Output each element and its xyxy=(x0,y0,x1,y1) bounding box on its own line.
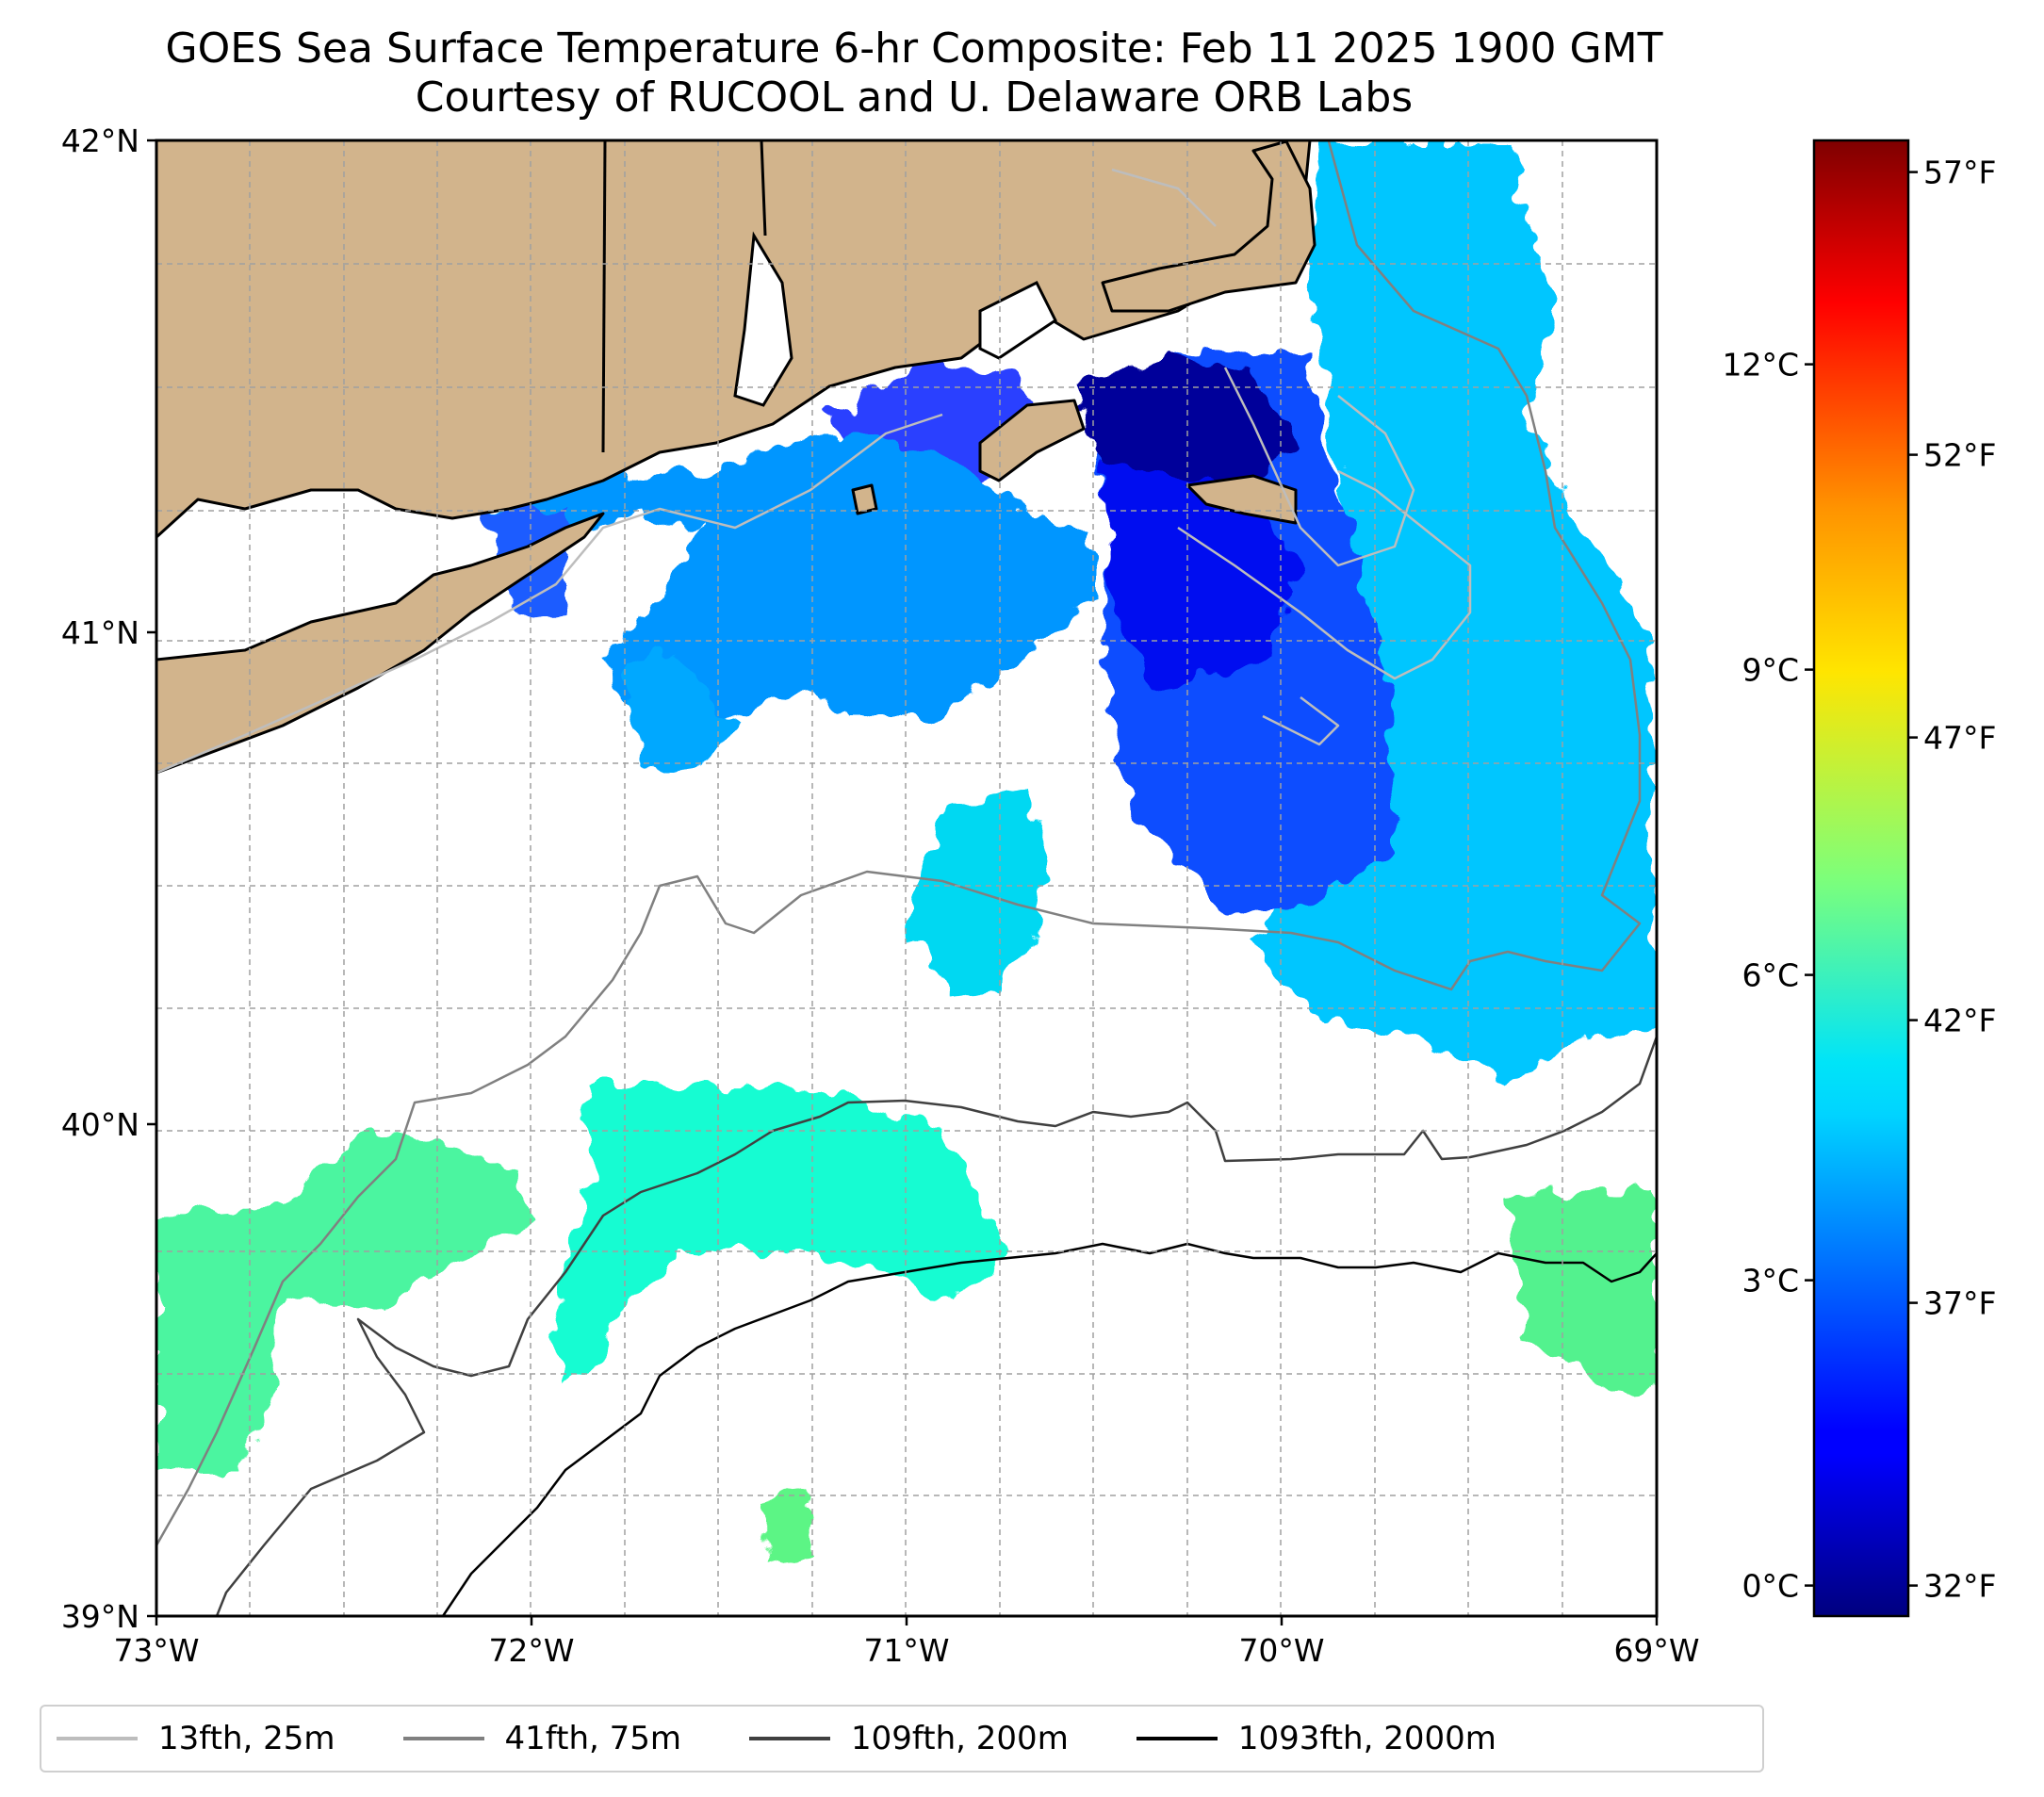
land-layer xyxy=(156,140,1316,775)
legend: 13fth, 25m 41fth, 75m 109fth, 200m 1093f… xyxy=(40,1705,1764,1772)
colorbar-gradient xyxy=(1812,139,1910,1618)
legend-label-2000m: 1093fth, 2000m xyxy=(1237,1720,1496,1757)
sst-patch-block-island-south xyxy=(622,650,735,773)
colorbar-celsius-tick-label: 0°C xyxy=(1741,1568,1799,1605)
sst-patch-blue-band xyxy=(1103,462,1300,688)
sst-patch-green-east xyxy=(1508,1187,1657,1395)
legend-label-75m: 41fth, 75m xyxy=(504,1720,682,1757)
legend-line-75m xyxy=(402,1737,484,1740)
border-ri-ma xyxy=(760,140,767,237)
title-line-1: GOES Sea Surface Temperature 6-hr Compos… xyxy=(165,25,1663,73)
lat-tick-label: 42°N xyxy=(61,123,139,159)
lat-tick-label: 40°N xyxy=(61,1106,139,1143)
lon-tick-label: 71°W xyxy=(863,1632,949,1669)
lon-tick-label: 70°W xyxy=(1238,1632,1324,1669)
block-island xyxy=(851,483,878,515)
colorbar-celsius-tick-label: 9°C xyxy=(1741,652,1799,689)
bays-layer xyxy=(733,231,1057,407)
colorbar-fahrenheit-tick-label: 42°F xyxy=(1923,1003,1996,1039)
legend-item-200m: 109fth, 200m xyxy=(749,1720,1069,1757)
colorbar-fahrenheit-tick-label: 37°F xyxy=(1923,1285,1996,1322)
gridlines xyxy=(156,140,1657,1616)
legend-line-2000m xyxy=(1136,1737,1218,1740)
colorbar-fahrenheit-tick-label: 57°F xyxy=(1923,155,1996,191)
sst-patch-green-south xyxy=(763,1494,812,1564)
long-island xyxy=(156,512,605,775)
colorbar-fahrenheit-tick-label: 52°F xyxy=(1923,437,1996,474)
state-borders xyxy=(156,140,767,528)
legend-item-2000m: 1093fth, 2000m xyxy=(1136,1720,1496,1757)
cape-cod xyxy=(1101,140,1316,313)
colorbar-fahrenheit-tick-label: 32°F xyxy=(1923,1568,1996,1605)
colorbar-fahrenheit-tick-label: 47°F xyxy=(1923,720,1996,757)
narragansett-bay xyxy=(733,231,793,407)
legend-line-200m xyxy=(749,1737,831,1740)
legend-item-25m: 13fth, 25m xyxy=(57,1720,335,1757)
legend-label-200m: 109fth, 200m xyxy=(851,1720,1069,1757)
lon-tick-label: 73°W xyxy=(113,1632,199,1669)
lon-tick-label: 69°W xyxy=(1613,1632,1699,1669)
title-line-2: Courtesy of RUCOOL and U. Delaware ORB L… xyxy=(415,74,1414,122)
legend-item-75m: 41fth, 75m xyxy=(402,1720,682,1757)
contour-25m xyxy=(156,168,1415,775)
lon-tick-label: 72°W xyxy=(488,1632,574,1669)
map-area xyxy=(155,139,1659,1618)
border-ct-ri xyxy=(601,140,607,453)
contour-25m-shoals xyxy=(1177,469,1472,746)
sst-patch-offshore-eddy xyxy=(905,792,1046,999)
sst-patch-shelf-aqua xyxy=(556,1084,1008,1385)
colorbar-celsius-tick-label: 6°C xyxy=(1741,957,1799,994)
marthas-vineyard xyxy=(978,399,1086,482)
sst-patch-coldest-core xyxy=(1074,358,1300,499)
axis-tick-labels: 73°W 72°W 71°W 70°W 69°W 42°N 41°N 40°N 39°N 0°C 3… xyxy=(61,123,1997,1669)
lat-tick-label: 39°N xyxy=(61,1598,139,1635)
buzzards-bay xyxy=(978,280,1057,360)
colorbar-celsius-tick-label: 12°C xyxy=(1722,347,1799,384)
lat-tick-label: 41°N xyxy=(61,614,139,651)
colorbar xyxy=(1812,139,1910,1618)
map-title: GOES Sea Surface Temperature 6-hr Compos… xyxy=(0,25,1828,123)
legend-label-25m: 13fth, 25m xyxy=(158,1720,335,1757)
contour-2000m xyxy=(441,1242,1657,1616)
colorbar-celsius-tick-label: 3°C xyxy=(1741,1263,1799,1299)
legend-line-25m xyxy=(57,1737,138,1740)
